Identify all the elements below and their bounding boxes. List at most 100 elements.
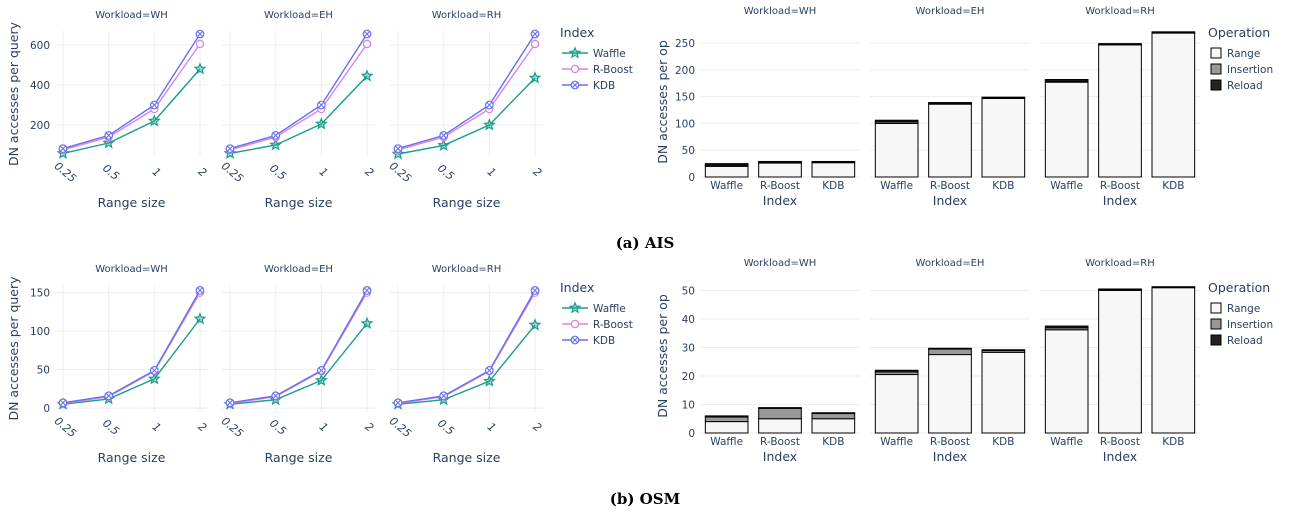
point-kdb-cross <box>272 392 279 399</box>
facet-eh: Workload=EH 0.25 0.5 1 2 <box>219 264 376 440</box>
y-tick-label: 0 <box>43 403 50 415</box>
facet-rh: Workload=RH Waffle R-Boost KDB <box>1040 258 1200 448</box>
chart-ais-lines: Workload=WH 0.25 0.5 1 2 Workload=EH 0.25 0.5 1 2… <box>6 10 633 210</box>
caption-ais: (a) AIS <box>615 234 675 252</box>
bar-reload <box>1044 79 1089 82</box>
legend-label: Waffle <box>593 48 626 60</box>
x-tick-label: Waffle <box>880 180 913 192</box>
x-axis-title: Index <box>763 449 797 464</box>
legend-label: Insertion <box>1227 319 1273 331</box>
bar-range <box>928 354 972 434</box>
facet-title: Workload=RH <box>1085 6 1155 17</box>
chart-ais-bars: Workload=WH Waffle R-Boost KDB Workload=EH Wa… <box>655 6 1273 208</box>
legend: Index Waffle R-Boost KDB <box>560 280 633 347</box>
x-tick-label: 1 <box>485 420 499 434</box>
bar-range <box>981 97 1026 178</box>
series-line-waffle <box>397 77 536 155</box>
facet-title: Workload=EH <box>916 258 985 269</box>
x-tick-label: 0.5 <box>100 417 122 438</box>
bar-range <box>1151 32 1196 178</box>
series-line-kdb <box>62 290 201 404</box>
point-kdb-cross <box>227 145 233 152</box>
point-kdb <box>393 398 403 408</box>
legend-title: Operation <box>1208 280 1270 295</box>
point-kdb-cross <box>440 392 447 399</box>
legend-label: KDB <box>593 80 615 92</box>
point-kdb-cross <box>60 399 66 406</box>
legend-label: Insertion <box>1227 64 1273 76</box>
point-waffle <box>193 62 207 75</box>
series-line-kdb <box>229 33 368 150</box>
x-tick-label: 0.5 <box>267 162 289 183</box>
point-kdb-cross <box>486 367 493 374</box>
series-line-waffle <box>397 324 536 405</box>
point-kdb-cross <box>364 31 370 37</box>
point-kdb <box>271 130 281 140</box>
point-kdb-cross <box>395 145 401 152</box>
x-tick-label: 2 <box>530 165 544 179</box>
facet-wh: Workload=WH 0.25 0.5 1 2 <box>52 10 209 185</box>
point-kdb <box>484 366 494 375</box>
legend-swatch-range <box>1210 302 1222 314</box>
bar-range <box>981 351 1026 434</box>
x-tick-label: R-Boost <box>1100 436 1140 448</box>
point-kdb <box>149 100 159 110</box>
point-kdb <box>316 366 326 375</box>
facet-title: Workload=WH <box>95 10 167 21</box>
legend-label: Range <box>1227 303 1260 315</box>
bar-reload <box>874 369 919 373</box>
legend-title: Index <box>560 25 594 40</box>
x-tick-label: KDB <box>1162 436 1184 448</box>
point-waffle <box>147 114 161 127</box>
facet-rh: Workload=RH Waffle R-Boost KDB <box>1040 6 1200 192</box>
legend-swatch-reload <box>1210 334 1222 346</box>
legend-label: Reload <box>1227 80 1263 92</box>
x-tick-label: Waffle <box>1050 436 1083 448</box>
y-axis-title: DN accesses per op <box>655 294 670 418</box>
x-tick-label: Waffle <box>710 180 743 192</box>
point-kdb <box>104 130 114 140</box>
x-tick-label: R-Boost <box>760 180 800 192</box>
facet-title: Workload=WH <box>744 258 816 269</box>
x-tick-label: 1 <box>150 165 164 179</box>
point-kdb-cross <box>105 132 112 139</box>
facet-eh: Workload=EH Waffle R-Boost KDB <box>870 258 1030 448</box>
bar-range <box>704 421 749 434</box>
point-kdb <box>225 144 235 154</box>
legend-label: Waffle <box>593 303 626 315</box>
x-tick-label: R-Boost <box>760 436 800 448</box>
facet-title: Workload=RH <box>1085 258 1155 269</box>
bar-range <box>928 103 972 178</box>
y-axis-title: DN accesses per op <box>655 40 670 164</box>
bar-range <box>1044 81 1089 178</box>
x-tick-label: Waffle <box>880 436 913 448</box>
point-waffle <box>360 69 374 82</box>
legend-title: Index <box>560 280 594 295</box>
x-tick-label: 1 <box>150 420 164 434</box>
facet-wh: Workload=WH 0.25 0.5 1 2 <box>52 264 209 440</box>
x-tick-label: 0.5 <box>100 162 122 183</box>
x-tick-label: R-Boost <box>1100 180 1140 192</box>
facet-title: Workload=WH <box>744 6 816 17</box>
series-line-r-boost <box>397 43 536 151</box>
y-tick-label: 150 <box>675 92 695 104</box>
bar-insertion <box>704 416 749 423</box>
y-tick-label: 250 <box>675 38 695 50</box>
bar-range <box>1044 329 1089 434</box>
legend-label: KDB <box>593 335 615 347</box>
point-kdb-cross <box>272 132 279 139</box>
bar-reload <box>811 160 856 163</box>
caption-osm: (b) OSM <box>609 490 681 508</box>
point-waffle <box>314 117 328 130</box>
point-kdb <box>484 100 494 110</box>
point-kdb <box>530 285 540 295</box>
legend-marker-waffle <box>568 46 582 59</box>
legend-swatch-range <box>1210 47 1222 59</box>
legend-marker-r-boost <box>570 64 580 74</box>
y-tick-label: 200 <box>675 65 695 77</box>
x-tick-label: 0.25 <box>219 159 246 185</box>
x-tick-label: 0.25 <box>387 159 414 185</box>
x-tick-label: R-Boost <box>930 436 970 448</box>
x-tick-label: 2 <box>530 420 544 434</box>
